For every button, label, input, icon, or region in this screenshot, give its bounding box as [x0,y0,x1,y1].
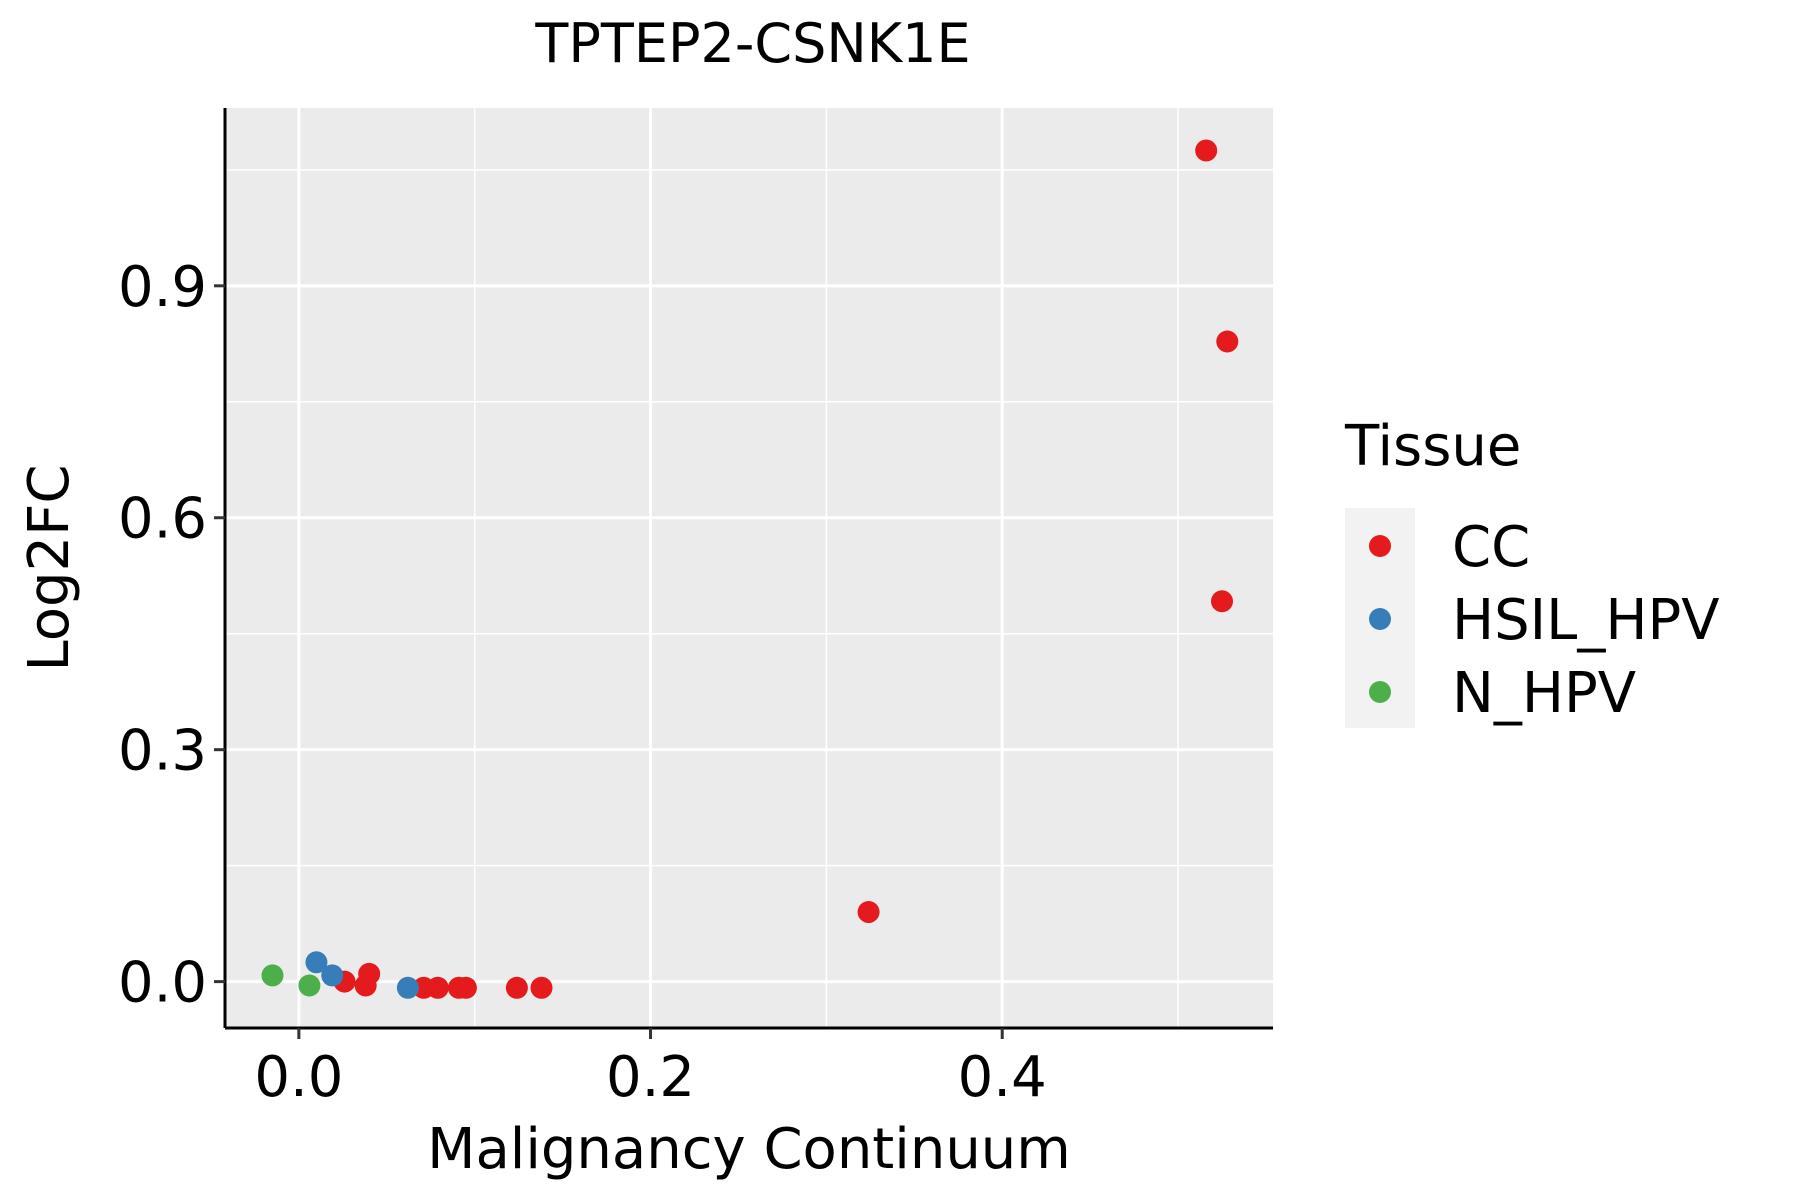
legend-label: HSIL_HPV [1452,588,1720,653]
legend-label: CC [1452,515,1530,580]
data-points [261,139,1239,999]
x-tick-label: 0.2 [606,1045,695,1110]
x-axis-label: Malignancy Continuum [427,1117,1071,1182]
point-cc [530,976,553,999]
legend-key-hsil-hpv [1369,608,1391,630]
legend: CC HSIL_HPV N_HPV [1369,515,1720,726]
point-cc [505,976,528,999]
legend-key-n-hpv [1369,681,1391,703]
point-cc [1216,330,1239,353]
legend-title: Tissue [1344,414,1521,479]
point-hsil-hpv [396,976,419,999]
y-axis-ticks: 0.0 0.3 0.6 0.9 [118,255,225,1016]
point-hsil-hpv [321,964,344,987]
point-cc [358,962,381,985]
x-tick-label: 0.0 [254,1045,343,1110]
x-tick-label: 0.4 [958,1045,1047,1110]
point-n-hpv [298,974,321,997]
point-n-hpv [261,964,284,987]
point-cc [857,901,880,924]
point-cc [1195,139,1218,162]
point-cc [454,976,477,999]
y-axis-label: Log2FC [17,465,82,672]
legend-label: N_HPV [1452,661,1636,726]
minor-gridlines [225,108,1273,1028]
y-tick-label: 0.6 [118,487,207,552]
x-axis-ticks: 0.0 0.2 0.4 [254,1028,1047,1110]
point-cc [426,976,449,999]
point-hsil-hpv [305,951,328,974]
y-tick-label: 0.3 [118,719,207,784]
plot-panel [225,108,1273,1028]
y-tick-label: 0.9 [118,255,207,320]
legend-key-cc [1369,535,1391,557]
y-tick-label: 0.0 [118,951,207,1016]
point-cc [1211,590,1234,613]
chart-title: TPTEP2-CSNK1E [534,12,970,75]
